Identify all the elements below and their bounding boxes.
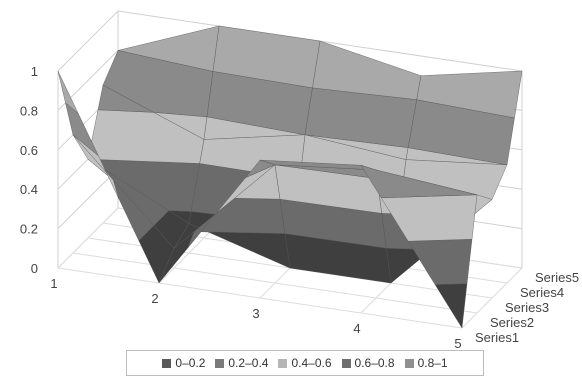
series-tick-label: Series1	[475, 330, 519, 345]
legend-swatch	[162, 358, 172, 368]
legend-item: 0.6–0.8	[341, 356, 395, 370]
legend-item: 0.2–0.4	[215, 356, 268, 370]
series-tick-label: Series2	[490, 315, 534, 330]
legend-swatch	[404, 358, 414, 368]
surface-band	[360, 164, 478, 199]
x-tick-label: 3	[252, 306, 259, 321]
legend-label: 0.4–0.6	[291, 356, 332, 370]
legend-label: 0.2–0.4	[228, 356, 269, 370]
surface-plot	[57, 25, 523, 329]
x-tick-label: 4	[353, 321, 360, 336]
legend-label: 0.6–0.8	[354, 356, 395, 370]
surface-band	[416, 70, 523, 119]
legend-swatch	[278, 358, 288, 368]
series-tick-label: Series4	[520, 285, 564, 300]
z-tick-label: 0.2	[20, 222, 38, 237]
legend-item: 0.8–1	[404, 356, 448, 370]
series-tick-label: Series5	[535, 270, 579, 285]
x-tick-label: 2	[151, 291, 158, 306]
legend-swatch	[341, 358, 351, 368]
x-axis-ticks: 1 2 3 4 5	[50, 276, 461, 351]
legend: 0–0.2 0.2–0.4 0.4–0.6 0.6–0.8 0.8–1	[126, 350, 484, 376]
legend-item: 0.4–0.6	[278, 356, 332, 370]
z-tick-label: 0	[31, 261, 38, 276]
surface-band	[434, 283, 468, 329]
surface-band	[407, 238, 473, 285]
surface-band	[97, 84, 154, 113]
legend-label: 0.8–1	[417, 356, 448, 370]
legend-label: 0–0.2	[175, 356, 206, 370]
legend-swatch	[215, 358, 225, 368]
z-tick-label: 0.6	[20, 143, 38, 158]
legend-item: 0–0.2	[162, 356, 205, 370]
z-tick-label: 0.4	[20, 182, 38, 197]
floor-gridline	[72, 252, 478, 314]
z-tick-label: 0.8	[20, 103, 38, 118]
series-tick-label: Series3	[505, 300, 549, 315]
surface-band	[87, 109, 205, 164]
x-tick-label: 5	[454, 336, 461, 351]
surface-band	[57, 70, 79, 114]
floor-gridline	[57, 267, 463, 329]
z-tick-label: 1	[31, 64, 38, 79]
z-axis-ticks: 0 0.2 0.4 0.6 0.8 1	[20, 64, 38, 276]
x-tick-label: 1	[50, 276, 57, 291]
